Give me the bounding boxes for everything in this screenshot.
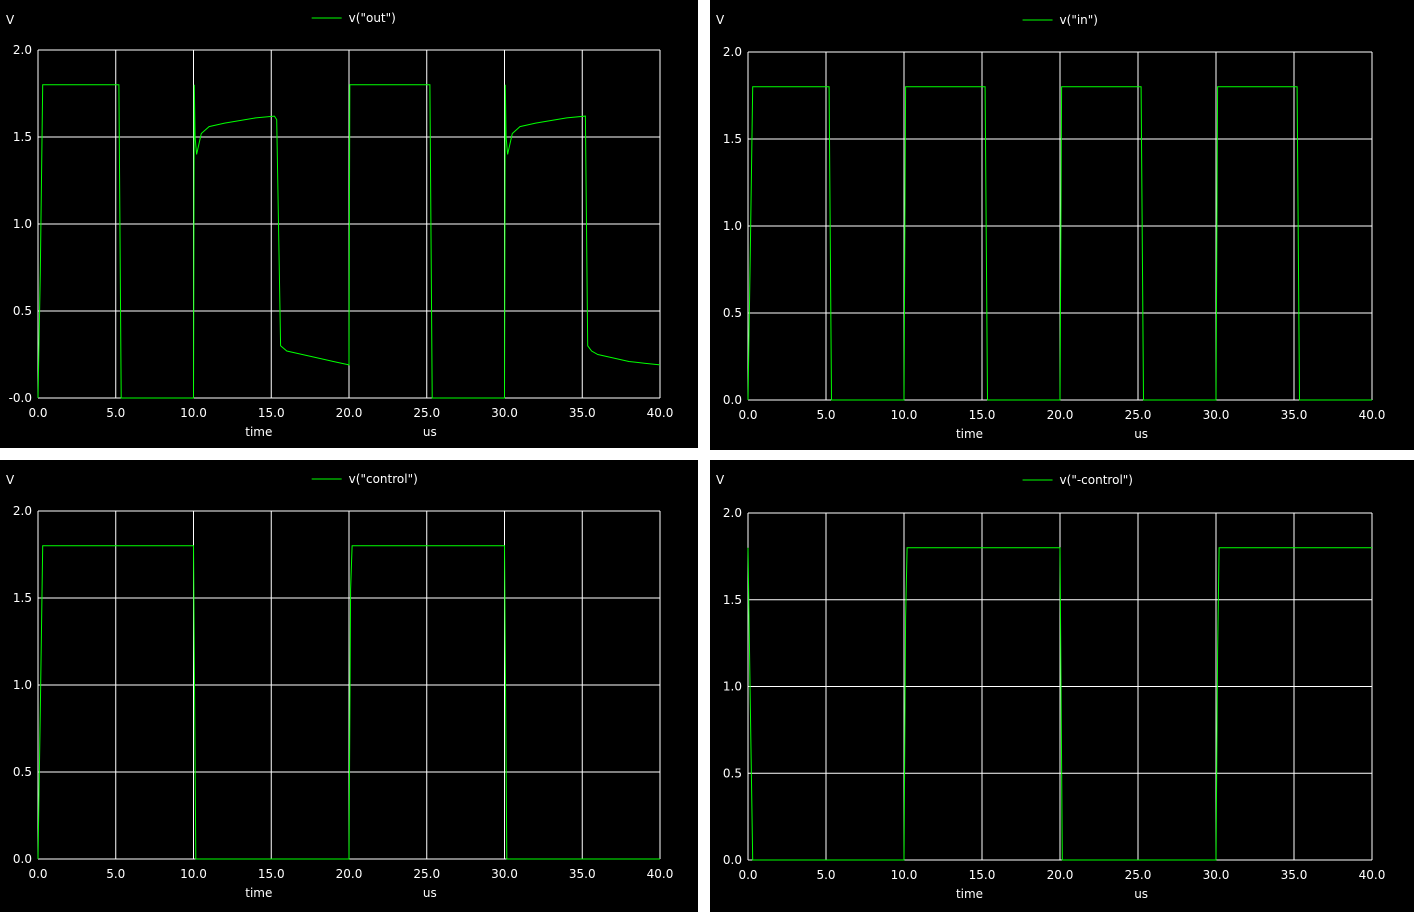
chart-control: 0.0 0.5 1.0 1.5 2.0 0.0 5.0 10.0 15.0 20.0 25.0 30.… [6,472,674,900]
x-axis-unit: us [1134,887,1148,901]
x-tick-label: 15.0 [258,406,285,420]
legend-label: v("control") [349,472,418,486]
x-tick-label: 15.0 [969,408,996,422]
legend-label: v("in") [1060,13,1098,27]
legend-label: v("-control") [1060,473,1133,487]
x-tick-label: 40.0 [1359,868,1386,882]
x-tick-label: 35.0 [1281,408,1308,422]
x-tick-label: 30.0 [1203,408,1230,422]
x-axis-label: time [956,887,983,901]
x-tick-label: 30.0 [491,867,518,881]
series-line [37,545,660,860]
y-tick-label: 0.0 [13,852,32,866]
x-tick-label: 10.0 [891,868,918,882]
x-tick-label: 35.0 [1281,868,1308,882]
x-axis-unit: us [423,886,437,900]
x-tick-label: 35.0 [569,406,596,420]
y-tick-label: 1.0 [13,678,32,692]
x-tick-label: 20.0 [336,867,363,881]
y-tick-label: 1.0 [13,217,32,231]
x-axis-label: time [956,427,983,441]
x-axis-label: time [245,425,272,439]
x-tick-label: 0.0 [28,406,47,420]
y-axis-label: V [6,473,15,487]
y-axis-label: V [716,473,725,487]
chart-in: 0.0 0.5 1.0 1.5 2.0 0.0 5.0 10.0 15.0 20.0 25.0 30.… [716,13,1386,441]
x-tick-label: 10.0 [180,867,207,881]
y-tick-label: 2.0 [723,506,742,520]
y-tick-label: 1.5 [723,132,742,146]
panel-out: -0.0 0.5 1.0 1.5 2.0 0.0 5.0 10.0 15.0 20.0 25.0 30… [0,0,698,448]
y-tick-label: -0.0 [9,391,32,405]
y-tick-label: 0.5 [13,765,32,779]
x-tick-label: 25.0 [1125,868,1152,882]
x-tick-label: 15.0 [258,867,285,881]
x-tick-label: 25.0 [1125,408,1152,422]
y-axis-label: V [6,13,15,27]
x-tick-label: 20.0 [1047,408,1074,422]
y-tick-label: 0.0 [723,853,742,867]
y-tick-label: 2.0 [723,45,742,59]
y-tick-label: 0.5 [13,304,32,318]
x-axis-unit: us [1134,427,1148,441]
x-tick-label: 20.0 [336,406,363,420]
series-line [747,86,1372,401]
x-tick-label: 5.0 [106,867,125,881]
x-tick-label: 35.0 [569,867,596,881]
x-tick-label: 10.0 [891,408,918,422]
x-tick-label: 40.0 [1359,408,1386,422]
y-tick-label: 1.0 [723,219,742,233]
x-tick-label: 15.0 [969,868,996,882]
x-tick-label: 0.0 [738,408,757,422]
x-tick-label: 40.0 [647,867,674,881]
panel-neg-control: 0.0 0.5 1.0 1.5 2.0 0.0 5.0 10.0 15.0 20.0 25.0 30.… [710,460,1414,912]
x-tick-label: 30.0 [1203,868,1230,882]
x-tick-label: 0.0 [28,867,47,881]
x-axis-unit: us [423,425,437,439]
series-line [747,547,1372,861]
legend-label: v("out") [349,11,396,25]
panel-control: 0.0 0.5 1.0 1.5 2.0 0.0 5.0 10.0 15.0 20.0 25.0 30.… [0,460,698,912]
y-tick-label: 0.5 [723,306,742,320]
x-tick-label: 30.0 [491,406,518,420]
y-tick-label: 1.0 [723,680,742,694]
x-tick-label: 25.0 [413,867,440,881]
y-tick-label: 2.0 [13,504,32,518]
x-tick-label: 20.0 [1047,868,1074,882]
x-tick-label: 10.0 [180,406,207,420]
y-tick-label: 2.0 [13,43,32,57]
y-tick-label: 1.5 [723,593,742,607]
y-tick-label: 0.0 [723,393,742,407]
y-tick-label: 1.5 [13,591,32,605]
x-tick-label: 5.0 [106,406,125,420]
y-axis-label: V [716,13,725,27]
series-line [37,84,661,399]
panel-in: 0.0 0.5 1.0 1.5 2.0 0.0 5.0 10.0 15.0 20.0 25.0 30.… [710,0,1414,450]
x-tick-label: 5.0 [816,408,835,422]
y-tick-label: 0.5 [723,766,742,780]
x-tick-label: 0.0 [738,868,757,882]
chart-neg-control: 0.0 0.5 1.0 1.5 2.0 0.0 5.0 10.0 15.0 20.0 25.0 30.… [716,473,1386,901]
x-tick-label: 40.0 [647,406,674,420]
chart-out: -0.0 0.5 1.0 1.5 2.0 0.0 5.0 10.0 15.0 20.0 25.0 30… [6,11,674,439]
x-axis-label: time [245,886,272,900]
x-tick-label: 25.0 [413,406,440,420]
y-tick-label: 1.5 [13,130,32,144]
x-tick-label: 5.0 [816,868,835,882]
